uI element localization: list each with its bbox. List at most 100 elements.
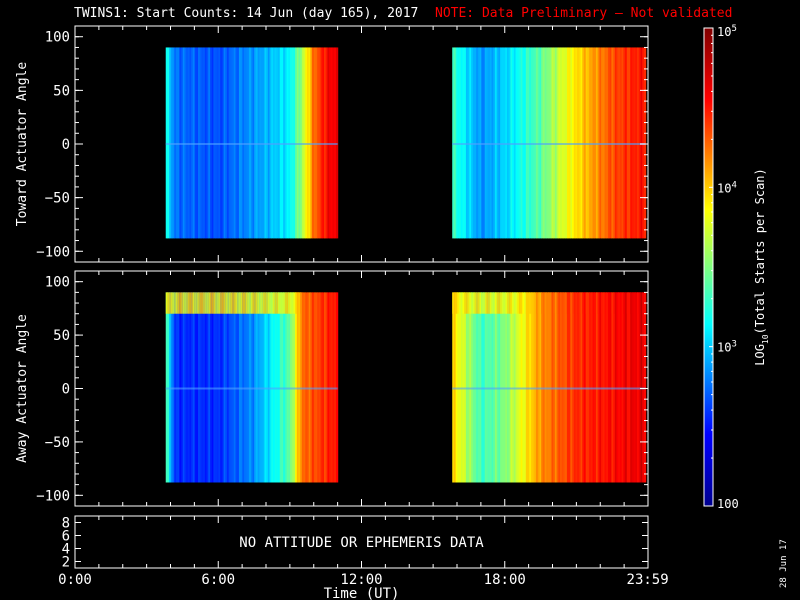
heatmap-cell	[548, 292, 551, 483]
heatmap-cell	[232, 292, 235, 483]
heatmap-cell	[484, 292, 488, 314]
heatmap-cell	[165, 292, 169, 314]
heatmap-cell	[220, 292, 223, 314]
heatmap-cell	[642, 292, 645, 483]
heatmap-cell	[198, 47, 201, 239]
heatmap-cell	[330, 47, 334, 239]
heatmap-cell	[556, 292, 559, 483]
heatmap-cell	[177, 292, 180, 483]
heatmap-cell	[283, 47, 286, 239]
heatmap-cell	[496, 292, 500, 483]
heatmap-cell	[279, 292, 283, 483]
heatmap-cell	[264, 47, 267, 239]
heatmap-cell	[209, 47, 213, 239]
heatmap-cell	[578, 292, 582, 314]
heatmap-cell	[549, 292, 553, 314]
heatmap-cell	[471, 292, 474, 314]
heatmap-cell	[320, 47, 323, 239]
heatmap-cell	[459, 292, 462, 483]
heatmap-cell	[465, 47, 469, 239]
heatmap-cell	[493, 292, 496, 483]
heatmap-cell	[614, 292, 618, 483]
heatmap-cell	[289, 47, 293, 239]
heatmap-cell	[181, 292, 184, 483]
y-tick-label: 8	[62, 516, 70, 532]
heatmap-cell	[298, 47, 301, 239]
heatmap-cell	[455, 292, 458, 483]
heatmap-cell	[640, 47, 643, 239]
heatmap-cell	[609, 292, 612, 483]
heatmap-cell	[630, 292, 633, 483]
heatmap-cell	[269, 47, 272, 239]
heatmap-cell	[308, 292, 311, 483]
heatmap-cell	[181, 292, 184, 314]
heatmap-cell	[486, 47, 489, 239]
heatmap-cell	[472, 292, 476, 314]
heatmap-cell	[472, 47, 476, 239]
heatmap-cell	[578, 292, 582, 483]
heatmap-cell	[568, 292, 571, 314]
heatmap-cell	[257, 47, 260, 239]
heatmap-cell	[633, 47, 636, 239]
heatmap-cell	[633, 292, 636, 314]
heatmap-cell	[582, 292, 585, 483]
heatmap-cell	[506, 47, 510, 239]
chart-title: TWINS1: Start Counts: 14 Jun (day 165), …	[74, 6, 419, 21]
heatmap-cell	[471, 292, 474, 483]
heatmap-cell	[585, 47, 589, 239]
heatmap-cell	[204, 292, 208, 314]
heatmap-cell	[616, 292, 619, 483]
heatmap-cell	[196, 47, 199, 239]
heatmap-cell	[233, 292, 237, 483]
heatmap-cell	[597, 292, 601, 314]
y-tick-label: 4	[62, 542, 70, 558]
heatmap-cell	[587, 292, 590, 483]
heatmap-cell	[276, 47, 279, 239]
heatmap-cell	[548, 292, 551, 314]
heatmap-cell	[262, 292, 266, 483]
heatmap-cell	[252, 292, 255, 483]
heatmap-cell	[298, 292, 301, 483]
heatmap-cell	[630, 292, 633, 314]
heatmap-cell	[604, 292, 607, 314]
heatmap-cell	[266, 292, 269, 314]
y-axis-label: Toward Actuator Angle	[15, 62, 30, 227]
heatmap-cell	[551, 47, 554, 239]
y-tick-label: −50	[45, 191, 70, 207]
heatmap-cell	[508, 292, 512, 483]
heatmap-cell	[284, 292, 288, 483]
heatmap-cell	[481, 47, 484, 239]
heatmap-cell	[276, 292, 279, 483]
heatmap-cell	[262, 292, 266, 314]
heatmap-cell	[484, 292, 488, 483]
heatmap-cell	[489, 292, 493, 314]
heatmap-cell	[330, 292, 334, 483]
heatmap-cell	[250, 292, 254, 483]
heatmap-cell	[244, 292, 247, 314]
heatmap-cell	[613, 47, 616, 239]
heatmap-cell	[459, 292, 462, 314]
heatmap-cell	[279, 292, 283, 314]
x-tick-label: 18:00	[484, 572, 526, 588]
time-axis: 0:00 6:00 12:00 18:00 23:59 Time (UT)	[58, 572, 669, 600]
heatmap-cell	[609, 47, 612, 239]
heatmap-cell	[301, 292, 305, 483]
heatmap-cell	[286, 292, 289, 483]
heatmap-cell	[469, 292, 472, 483]
heatmap-cell	[289, 292, 293, 483]
heatmap-cell	[220, 47, 223, 239]
heatmap-cell	[186, 292, 189, 314]
heatmap-cell	[495, 292, 498, 483]
heatmap-cell	[599, 47, 602, 239]
heatmap-cell	[332, 292, 335, 483]
heatmap-cell	[226, 292, 230, 314]
heatmap-cell	[618, 47, 621, 239]
heatmap-cell	[453, 47, 457, 239]
heatmap-cell	[467, 292, 470, 483]
heatmap-cell	[281, 292, 284, 314]
heatmap-cell	[196, 292, 199, 314]
heatmap-cell	[642, 47, 645, 239]
heatmap-cell	[191, 47, 194, 239]
heatmap-cell	[515, 292, 518, 314]
